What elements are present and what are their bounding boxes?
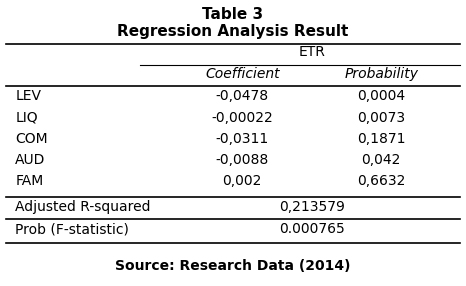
Text: LIQ: LIQ [15,110,38,124]
Text: ETR: ETR [298,45,325,59]
Text: Table 3: Table 3 [202,7,264,22]
Text: Source: Research Data (2014): Source: Research Data (2014) [115,259,351,273]
Text: Coefficient: Coefficient [205,67,280,81]
Text: 0,002: 0,002 [223,174,262,188]
Text: Adjusted R-squared: Adjusted R-squared [15,200,151,214]
Text: 0,6632: 0,6632 [357,174,405,188]
Text: 0,0004: 0,0004 [357,89,405,103]
Text: 0,1871: 0,1871 [357,132,405,146]
Text: LEV: LEV [15,89,41,103]
Text: 0,042: 0,042 [362,153,401,167]
Text: -0,0478: -0,0478 [216,89,269,103]
Text: 0,0073: 0,0073 [357,110,405,124]
Text: AUD: AUD [15,153,46,167]
Text: FAM: FAM [15,174,43,188]
Text: 0,213579: 0,213579 [279,200,345,214]
Text: 0.000765: 0.000765 [279,223,345,237]
Text: Probability: Probability [344,67,418,81]
Text: Prob (F-statistic): Prob (F-statistic) [15,223,129,237]
Text: Regression Analysis Result: Regression Analysis Result [117,24,349,39]
Text: COM: COM [15,132,48,146]
Text: -0,0311: -0,0311 [216,132,269,146]
Text: -0,0088: -0,0088 [216,153,269,167]
Text: -0,00022: -0,00022 [212,110,273,124]
